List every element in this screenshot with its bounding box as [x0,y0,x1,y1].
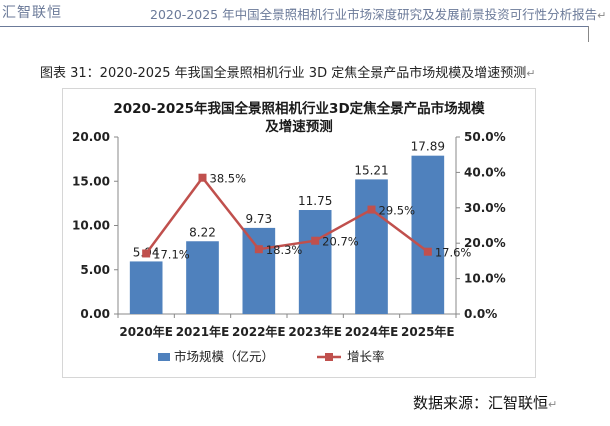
report-title: 2020-2025 年中国全景照相机行业市场深度研究及发展前景投资可行性分析报告… [150,7,607,22]
header-rule [0,26,588,27]
legend-line-label: 增长率 [347,349,385,364]
paragraph-mark-icon: ↵ [597,9,607,22]
margin-corner-mark [588,26,589,42]
x-tick-label: 2023年E [288,324,342,339]
y-left-tick-label: 20.00 [72,130,110,144]
x-tick-label: 2024年E [345,324,399,339]
growth-rate-data-label: 17.1% [153,247,190,261]
x-tick-label: 2021年E [176,324,230,339]
legend-bar-swatch [158,353,170,361]
bar-2020年E [129,261,163,314]
y-left-tick-label: 10.00 [72,219,110,233]
growth-rate-point [367,205,376,214]
growth-rate-data-label: 18.3% [266,243,303,257]
growth-rate-line [145,175,429,255]
bar-2024年E [355,179,388,314]
growth-rate-point [311,236,320,245]
y-right-tick-label: 0.0% [464,307,497,321]
figure-caption: 图表 31：2020-2025 年我国全景照相机行业 3D 定焦全景产品市场规模… [40,66,536,81]
growth-rate-data-label: 17.6% [435,246,472,260]
y-left-tick-label: 15.00 [72,174,110,188]
y-right-tick-label: 50.0% [464,130,506,144]
growth-rate-data-label: 29.5% [379,204,416,218]
bar-data-label: 9.73 [245,212,272,226]
data-source: 数据来源：汇智联恒↵ [413,394,558,412]
document-header: 汇智联恒 2020-2025 年中国全景照相机行业市场深度研究及发展前景投资可行… [0,0,610,42]
bar-data-label: 8.22 [189,225,216,239]
y-right-tick-label: 20.0% [464,236,506,250]
growth-rate-data-label: 20.7% [322,235,359,249]
bar-2025年E [411,155,445,314]
growth-rate-point [198,173,207,182]
bar-2023年E [298,210,332,314]
chart-container: 2020-2025年我国全景照相机行业3D定焦全景产品市场规模 及增速预测 0.… [62,88,536,378]
growth-rate-point [142,249,151,258]
legend-line-marker [325,353,333,361]
x-tick-label: 2020年E [119,324,173,339]
y-left-tick-label: 5.00 [80,263,110,277]
chart-title-line-1: 2020-2025年我国全景照相机行业3D定焦全景产品市场规模 [113,101,485,117]
y-right-tick-label: 40.0% [464,165,506,179]
growth-rate-data-label: 38.5% [210,172,247,186]
legend-bar-label: 市场规模（亿元） [174,349,274,364]
combo-chart: 0.00 5.00 10.00 15.00 20.00 0.0% 10.0% 20.0% 30.… [72,130,506,364]
x-tick-label: 2025年E [401,324,455,339]
growth-rate-point [254,245,263,254]
brand-name: 汇智联恒 [2,5,62,21]
y-left-tick-label: 0.00 [80,307,110,321]
bar-data-label: 11.75 [298,194,332,208]
paragraph-mark-icon: ↵ [526,67,536,80]
bar-2021年E [186,241,219,314]
growth-rate-point [423,247,432,256]
paragraph-mark-icon: ↵ [548,398,558,411]
chart-title-line-2: 及增速预测 [265,119,333,135]
x-tick-label: 2022年E [232,324,286,339]
y-right-tick-label: 30.0% [464,201,506,215]
bar-data-label: 15.21 [354,163,388,177]
bar-2022年E [242,227,276,314]
bar-data-label: 17.89 [411,140,445,154]
y-right-tick-label: 10.0% [464,272,506,286]
